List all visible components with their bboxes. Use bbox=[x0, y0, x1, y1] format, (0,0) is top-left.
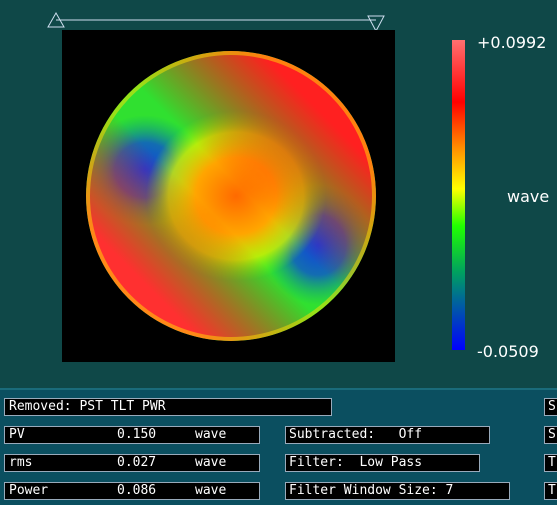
slider-handle[interactable] bbox=[367, 15, 385, 33]
colorbar-min: -0.0509 bbox=[477, 342, 539, 361]
setting-field: Subtracted: Off bbox=[285, 426, 490, 444]
colorbar bbox=[452, 40, 465, 350]
map-panel: +0.0992 wave -0.0509 bbox=[47, 11, 550, 362]
stat-value: 0.150 bbox=[117, 427, 157, 442]
side-field: T bbox=[544, 482, 557, 500]
stat-label: PV bbox=[9, 427, 25, 442]
removed-field: Removed: PST TLT PWR bbox=[4, 398, 332, 416]
colorbar-max: +0.0992 bbox=[477, 33, 547, 52]
setting-field: Filter Window Size: 7 bbox=[285, 482, 510, 500]
side-field: T bbox=[544, 454, 557, 472]
surface-map bbox=[47, 11, 465, 362]
stat-unit: wave bbox=[195, 427, 227, 442]
info-panel: Removed: PST TLT PWR PV 0.150 wave rms 0.027… bbox=[0, 388, 557, 505]
side-field: S bbox=[544, 426, 557, 444]
stat-label: Power bbox=[9, 483, 49, 498]
colorbar-unit: wave bbox=[507, 187, 550, 206]
stat-unit: wave bbox=[195, 455, 227, 470]
slider-handle[interactable] bbox=[47, 11, 65, 28]
stat-value: 0.027 bbox=[117, 455, 157, 470]
stat-unit: wave bbox=[195, 483, 227, 498]
stat-field: rms 0.027 wave bbox=[4, 454, 260, 472]
surface-disk bbox=[86, 51, 376, 341]
setting-field: Filter: Low Pass bbox=[285, 454, 480, 472]
stat-label: rms bbox=[9, 455, 33, 470]
stat-field: PV 0.150 wave bbox=[4, 426, 260, 444]
stat-value: 0.086 bbox=[117, 483, 157, 498]
side-field: S bbox=[544, 398, 557, 416]
stat-field: Power 0.086 wave bbox=[4, 482, 260, 500]
